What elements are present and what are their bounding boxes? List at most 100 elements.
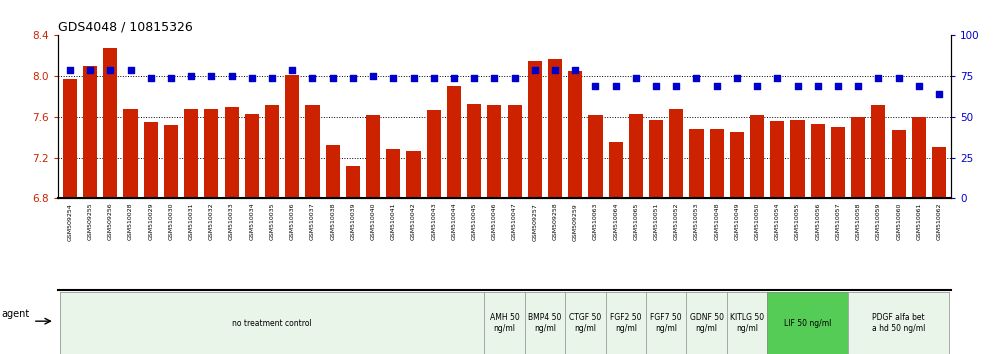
Text: GDS4048 / 10815326: GDS4048 / 10815326 [58, 21, 192, 34]
Point [810, 83, 826, 89]
Bar [891, 130, 905, 198]
Bar [750, 115, 764, 198]
Text: GSM509255: GSM509255 [88, 203, 93, 240]
Bar [306, 105, 320, 198]
Point [648, 83, 664, 89]
Point [284, 67, 300, 73]
Point [163, 75, 179, 81]
Text: GSM510052: GSM510052 [673, 203, 679, 240]
Bar [406, 152, 420, 198]
Point [668, 83, 684, 89]
Bar [589, 115, 603, 198]
Point [103, 67, 119, 73]
Point [931, 91, 947, 97]
Text: GSM510041: GSM510041 [390, 203, 395, 240]
Text: GSM510053: GSM510053 [694, 203, 699, 240]
Point [446, 75, 462, 81]
Point [627, 75, 643, 81]
Text: GSM510057: GSM510057 [836, 203, 841, 240]
Text: GSM510054: GSM510054 [775, 203, 780, 240]
Bar [346, 166, 360, 198]
Bar [285, 75, 300, 198]
Bar [265, 105, 279, 198]
Bar [224, 107, 239, 198]
Point [527, 67, 543, 73]
Text: GSM510046: GSM510046 [492, 203, 497, 240]
Point [486, 75, 502, 81]
Bar [669, 109, 683, 198]
Text: GSM510044: GSM510044 [451, 203, 456, 240]
Bar [528, 61, 542, 198]
Text: agent: agent [1, 309, 29, 319]
Bar [568, 71, 583, 198]
Text: GSM510045: GSM510045 [472, 203, 477, 240]
Text: GSM510029: GSM510029 [148, 203, 153, 240]
Point [749, 83, 765, 89]
Point [264, 75, 280, 81]
Bar [143, 122, 157, 198]
Bar [811, 124, 825, 198]
Text: GSM510034: GSM510034 [249, 203, 254, 240]
Point [911, 83, 927, 89]
Point [608, 83, 623, 89]
Text: GSM510047: GSM510047 [512, 203, 517, 240]
Text: GSM510062: GSM510062 [936, 203, 941, 240]
Text: GSM510064: GSM510064 [614, 203, 619, 240]
Point [425, 75, 441, 81]
Point [588, 83, 604, 89]
Text: GSM510059: GSM510059 [875, 203, 880, 240]
Bar [932, 147, 946, 198]
Text: CTGF 50
ng/ml: CTGF 50 ng/ml [569, 313, 602, 333]
Text: GSM510058: GSM510058 [856, 203, 861, 240]
Bar [730, 132, 744, 198]
Point [709, 83, 725, 89]
Point [851, 83, 867, 89]
Text: GSM510049: GSM510049 [734, 203, 739, 240]
Bar [628, 114, 643, 198]
Point [62, 67, 78, 73]
Bar [204, 109, 218, 198]
Bar [791, 120, 805, 198]
Text: GSM510055: GSM510055 [795, 203, 800, 240]
Text: BMP4 50
ng/ml: BMP4 50 ng/ml [528, 313, 562, 333]
Bar [609, 142, 622, 198]
Bar [548, 59, 562, 198]
Point [890, 75, 906, 81]
Point [345, 75, 361, 81]
Text: GSM510035: GSM510035 [270, 203, 275, 240]
Text: GSM510065: GSM510065 [633, 203, 638, 240]
Text: GSM510051: GSM510051 [653, 203, 658, 240]
Bar [911, 117, 926, 198]
Text: GSM509258: GSM509258 [553, 203, 558, 240]
Text: GSM510038: GSM510038 [330, 203, 336, 240]
Bar [83, 66, 98, 198]
Bar [852, 117, 866, 198]
Text: FGF7 50
ng/ml: FGF7 50 ng/ml [650, 313, 682, 333]
Point [830, 83, 846, 89]
Text: KITLG 50
ng/ml: KITLG 50 ng/ml [730, 313, 764, 333]
Point [224, 73, 240, 79]
Point [183, 73, 199, 79]
Text: GDNF 50
ng/ml: GDNF 50 ng/ml [689, 313, 724, 333]
Bar [508, 105, 522, 198]
Bar [770, 121, 785, 198]
Bar [831, 127, 845, 198]
Text: GSM509257: GSM509257 [532, 203, 537, 241]
Text: no treatment control: no treatment control [232, 319, 312, 327]
Bar [487, 105, 501, 198]
Text: FGF2 50
ng/ml: FGF2 50 ng/ml [610, 313, 641, 333]
Text: GSM510063: GSM510063 [593, 203, 598, 240]
Text: GSM509254: GSM509254 [68, 203, 73, 241]
Point [305, 75, 321, 81]
Point [82, 67, 98, 73]
Text: GSM510060: GSM510060 [896, 203, 901, 240]
Text: GSM510040: GSM510040 [371, 203, 375, 240]
Point [568, 67, 584, 73]
Text: GSM510043: GSM510043 [431, 203, 436, 240]
Bar [872, 105, 885, 198]
Point [729, 75, 745, 81]
Point [405, 75, 421, 81]
Bar [366, 115, 380, 198]
Text: GSM510050: GSM510050 [755, 203, 760, 240]
Bar [709, 129, 724, 198]
